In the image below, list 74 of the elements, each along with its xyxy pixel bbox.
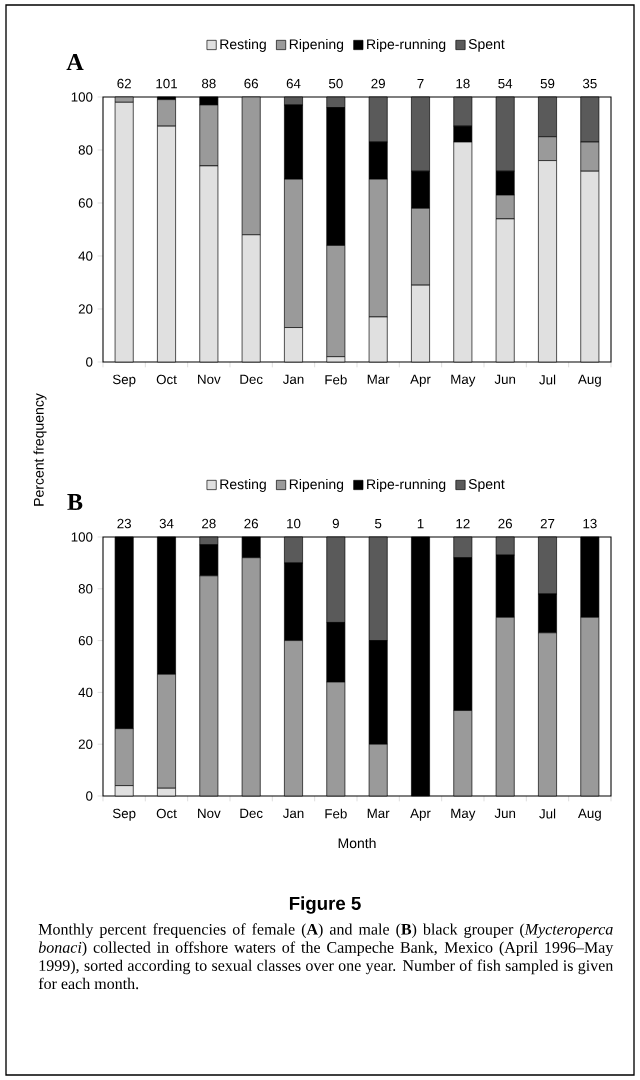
x-tick-label: Oct <box>156 808 177 819</box>
annotation: 88 <box>202 78 216 89</box>
annotation: 9 <box>332 518 339 529</box>
annotation: 18 <box>456 78 470 89</box>
annotation: 66 <box>244 78 258 89</box>
y-tick-label: 40 <box>78 687 93 698</box>
annotation: 1 <box>417 519 424 529</box>
legend-label: Resting <box>220 478 266 492</box>
annotation: 12 <box>456 518 470 529</box>
x-tick-label: Jun <box>494 808 516 818</box>
annotation: 35 <box>582 78 597 89</box>
legend-label: Ripe-running <box>367 38 446 52</box>
x-tick-label: Jul <box>539 374 556 385</box>
x-tick-label: Jul <box>539 808 556 819</box>
y-tick-label: 100 <box>71 532 93 542</box>
y-tick-label: 40 <box>78 251 93 261</box>
x-tick-label: Dec <box>240 374 263 384</box>
y-tick-label: 60 <box>78 635 93 646</box>
y-tick-label: 60 <box>78 198 93 208</box>
y-axis-title: Percent frequency <box>33 393 47 506</box>
x-tick-label: Mar <box>367 374 390 384</box>
x-tick-label: Mar <box>367 808 390 818</box>
annotation: 54 <box>498 78 513 89</box>
x-tick-label: Aug <box>577 808 601 821</box>
x-tick-label: Nov <box>198 374 221 384</box>
chart-title: A <box>66 54 84 70</box>
legend-label: Spent <box>468 39 505 52</box>
y-tick-label: 100 <box>71 92 93 102</box>
x-tick-label: Apr <box>410 808 431 821</box>
x-axis-title: Month <box>338 837 376 849</box>
x-tick-label: May <box>451 374 476 387</box>
legend-label: Ripening <box>289 478 344 492</box>
x-tick-label: Jun <box>494 374 516 384</box>
x-tick-label: Oct <box>156 374 177 385</box>
x-tick-label: Jan <box>282 808 304 818</box>
x-tick-label: Aug <box>577 374 601 387</box>
y-tick-label: 20 <box>78 739 93 749</box>
text: Monthly percent frequencies of female (A) and male (B) black grouper (Mycteroperca bonaci) collected in offshore waters of the Campeche Bank, Mexico (April 1996–May 1999), sorted according to sexual classes over one year. Number of fish sampled is given for each month. <box>38 923 614 990</box>
x-tick-label: Feb <box>325 808 347 819</box>
y-tick-label: 80 <box>78 584 93 594</box>
y-tick-label: 20 <box>78 304 93 314</box>
annotation: 62 <box>117 78 131 89</box>
y-tick-label: 80 <box>78 145 93 155</box>
annotation: 5 <box>375 518 382 529</box>
y-tick-label: 0 <box>86 791 93 801</box>
annotation: 10 <box>287 518 301 529</box>
annotation: 23 <box>117 518 131 529</box>
x-tick-label: Feb <box>325 374 347 385</box>
x-tick-label: Jan <box>282 374 304 384</box>
legend-label: Ripening <box>289 38 344 52</box>
annotation: 101 <box>156 78 177 89</box>
annotation: 26 <box>244 518 258 529</box>
annotation: 34 <box>159 518 174 529</box>
x-tick-label: May <box>451 808 476 821</box>
annotation: 26 <box>498 518 512 529</box>
legend-label: Ripe-running <box>367 478 446 492</box>
x-tick-label: Apr <box>410 374 431 387</box>
legend-label: Spent <box>468 479 505 492</box>
x-tick-label: Sep <box>112 808 136 821</box>
annotation: 28 <box>202 518 216 529</box>
chart-title: B <box>67 494 83 510</box>
annotation: 29 <box>371 78 385 89</box>
annotation: 50 <box>328 78 343 89</box>
y-tick-label: 0 <box>86 357 93 367</box>
x-tick-label: Nov <box>198 808 221 818</box>
annotation: 27 <box>540 518 555 529</box>
x-tick-label: Sep <box>112 374 136 387</box>
annotation: 64 <box>286 78 301 89</box>
annotation: 13 <box>583 518 597 529</box>
caption: Figure 5 <box>289 896 361 914</box>
legend-label: Resting <box>220 38 266 52</box>
x-tick-label: Dec <box>240 808 263 818</box>
annotation: 59 <box>540 78 555 89</box>
annotation: 7 <box>417 79 424 89</box>
